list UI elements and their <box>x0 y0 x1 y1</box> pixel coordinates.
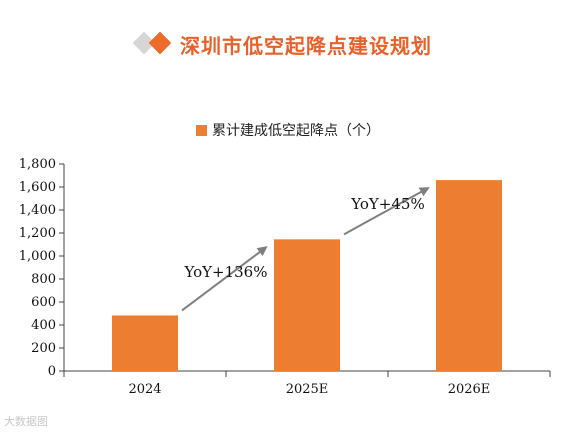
growth-arrow <box>181 246 268 312</box>
y-tick-label: 1,000 <box>19 249 56 264</box>
x-tick-label: 2025E <box>286 382 329 397</box>
chart-legend: 累计建成低空起降点（个） <box>196 120 380 140</box>
yoy-annotation: YoY+45% <box>350 195 424 213</box>
yoy-annotation: YoY+136% <box>184 263 268 281</box>
y-tick-label: 1,400 <box>19 203 56 218</box>
y-tick-label: 800 <box>31 272 56 287</box>
y-tick-label: 1,200 <box>19 226 56 241</box>
y-tick-label: 400 <box>31 318 56 333</box>
bar-2024 <box>112 315 178 371</box>
title-row: 深圳市低空起降点建设规划 <box>130 26 432 62</box>
bar-2025E <box>274 239 340 371</box>
y-tick-label: 1,800 <box>19 157 56 172</box>
bar-2026E <box>436 180 502 371</box>
growth-arrow <box>343 187 430 236</box>
y-tick-label: 200 <box>31 341 56 356</box>
y-tick-label: 0 <box>48 364 56 379</box>
legend-swatch <box>196 124 207 136</box>
x-tick-label: 2024 <box>128 382 161 397</box>
y-tick-label: 600 <box>31 295 56 310</box>
watermark: 大数据图 <box>4 415 48 428</box>
page-title: 深圳市低空起降点建设规划 <box>180 33 432 58</box>
y-tick-label: 1,600 <box>19 180 56 195</box>
legend-label: 累计建成低空起降点（个） <box>212 123 380 139</box>
x-tick-label: 2026E <box>448 382 491 397</box>
